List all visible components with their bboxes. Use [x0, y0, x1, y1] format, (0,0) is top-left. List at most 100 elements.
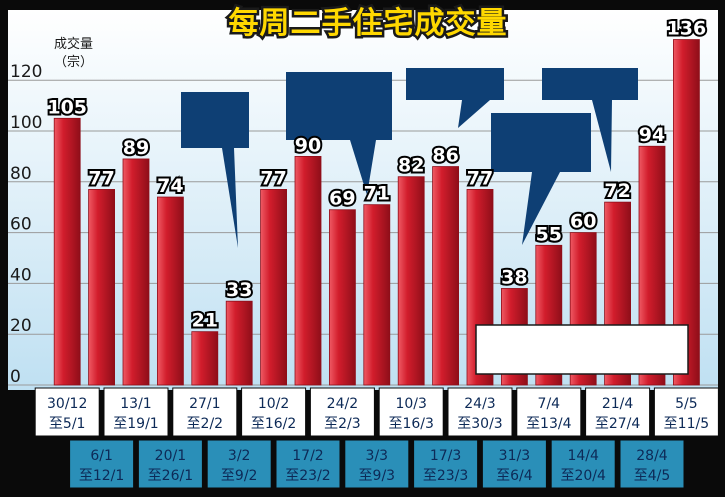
- bar: [397, 176, 425, 386]
- date-start-label: 24/3: [464, 396, 495, 412]
- date-cell: [344, 439, 410, 489]
- bar: [156, 196, 184, 386]
- date-cell: [275, 439, 341, 489]
- date-cell: [103, 387, 169, 437]
- value-label: 136: [667, 18, 707, 40]
- value-label: 71: [364, 183, 390, 205]
- date-start-label: 24/2: [327, 396, 358, 412]
- date-start-label: 17/3: [430, 448, 461, 464]
- date-cell: [137, 439, 203, 489]
- date-end-label: 至19/1: [113, 416, 158, 432]
- date-cell: [481, 439, 547, 489]
- date-end-label: 至27/4: [595, 416, 641, 432]
- date-start-label: 10/2: [258, 396, 289, 412]
- date-start-label: 21/4: [602, 396, 634, 412]
- date-end-label: 至13/4: [526, 416, 572, 432]
- date-end-label: 至30/3: [457, 416, 502, 432]
- callout-box: [181, 92, 249, 248]
- value-label: 21: [192, 310, 218, 332]
- value-label: 82: [398, 155, 424, 177]
- y-tick-label: 100: [10, 113, 42, 133]
- date-end-label: 至23/2: [285, 468, 330, 484]
- bar: [122, 158, 150, 386]
- date-end-label: 至23/3: [423, 468, 468, 484]
- date-start-label: 28/4: [636, 448, 668, 464]
- date-end-label: 至11/5: [664, 416, 709, 432]
- date-start-label: 14/4: [567, 448, 599, 464]
- chart-title: 每周二手住宅成交量: [229, 6, 508, 41]
- date-start-label: 10/3: [395, 396, 426, 412]
- value-label: 60: [570, 211, 596, 233]
- date-start-label: 3/2: [228, 448, 251, 464]
- value-label: 77: [88, 167, 114, 189]
- date-start-label: 17/2: [292, 448, 323, 464]
- date-start-label: 27/1: [189, 396, 220, 412]
- value-label: 94: [639, 124, 665, 146]
- date-cell: [34, 387, 100, 437]
- callout-box: [406, 68, 504, 128]
- date-start-label: 7/4: [538, 396, 561, 412]
- bar: [53, 117, 81, 386]
- value-label: 55: [536, 223, 562, 245]
- date-cell: [653, 387, 719, 437]
- y-axis-label-line2: （宗）: [54, 54, 93, 70]
- x-axis-date-labels: 30/12 至5/16/1 至12/1 13/1 至19/1 20/1 至26/1 27/1 至…: [34, 387, 719, 489]
- date-cell: [241, 387, 307, 437]
- date-end-label: 至12/1: [79, 468, 124, 484]
- date-end-label: 至9/2: [221, 468, 258, 484]
- date-start-label: 31/3: [499, 448, 530, 464]
- value-label: 105: [47, 96, 87, 118]
- date-cell: [516, 387, 582, 437]
- date-cell: [378, 387, 444, 437]
- date-cell: [447, 387, 513, 437]
- date-cell: [206, 439, 272, 489]
- blank-note-box: [475, 324, 689, 375]
- value-label: 38: [501, 266, 527, 288]
- date-start-label: 20/1: [155, 448, 186, 464]
- bar: [363, 204, 391, 386]
- date-end-label: 至26/1: [148, 468, 193, 484]
- value-label: 77: [260, 167, 286, 189]
- value-label: 89: [123, 137, 149, 159]
- date-start-label: 3/3: [366, 448, 389, 464]
- date-cell: [585, 387, 651, 437]
- value-label: 90: [295, 134, 321, 156]
- value-label: 74: [157, 175, 183, 197]
- date-end-label: 至20/4: [560, 468, 606, 484]
- date-end-label: 至2/2: [187, 416, 224, 432]
- date-end-label: 至9/3: [359, 468, 396, 484]
- y-tick-label: 40: [10, 265, 32, 285]
- bar: [294, 155, 322, 386]
- callout-box: [286, 72, 392, 195]
- date-end-label: 至5/1: [49, 416, 86, 432]
- y-axis: 0 20 40 60 80 100 120: [10, 62, 42, 387]
- y-tick-label: 20: [10, 316, 32, 336]
- date-start-label: 6/1: [90, 448, 113, 464]
- date-cell: [413, 439, 479, 489]
- date-end-label: 至4/5: [634, 468, 671, 484]
- date-start-label: 13/1: [120, 396, 151, 412]
- y-tick-label: 120: [10, 62, 42, 82]
- value-label: 77: [467, 167, 493, 189]
- bar: [432, 166, 460, 386]
- date-cell: [309, 387, 375, 437]
- date-cell: [69, 439, 135, 489]
- date-start-label: 30/12: [47, 396, 87, 412]
- y-tick-label: 80: [10, 164, 32, 184]
- y-tick-label: 60: [10, 215, 32, 235]
- value-label: 69: [329, 188, 355, 210]
- value-labels: 105 77 89 74 21 33 77 90 69 71 82 86 77 38 55 60 72 94 136: [45, 16, 708, 334]
- date-end-label: 至2/3: [324, 416, 361, 432]
- callout-box: [491, 113, 591, 245]
- date-end-label: 至16/2: [251, 416, 296, 432]
- date-cell: [550, 439, 616, 489]
- y-tick-label: 0: [10, 367, 21, 387]
- date-start-label: 5/5: [675, 396, 698, 412]
- callouts: [181, 68, 638, 248]
- value-label: 72: [604, 180, 630, 202]
- bar: [225, 300, 253, 386]
- bar: [88, 189, 115, 386]
- callout-box: [542, 68, 638, 172]
